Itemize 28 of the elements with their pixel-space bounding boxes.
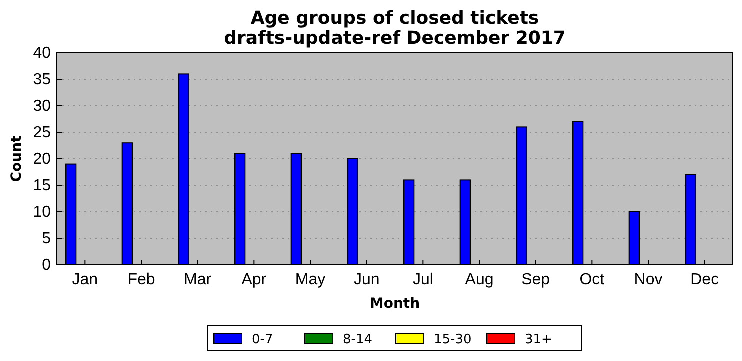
x-tick-label: Jan — [72, 271, 98, 288]
x-tick-label: Apr — [242, 271, 268, 288]
y-tick-label: 5 — [42, 230, 52, 248]
y-tick-label: 15 — [33, 178, 52, 195]
x-axis-title: Month — [370, 296, 420, 312]
x-tick-label: Sep — [522, 271, 550, 288]
legend-label: 0-7 — [252, 332, 274, 348]
y-tick-label: 10 — [33, 204, 52, 222]
x-tick-label: Nov — [634, 271, 663, 288]
legend-label: 8-14 — [343, 332, 373, 348]
legend-label: 15-30 — [434, 332, 472, 348]
legend-label: 31+ — [525, 332, 552, 348]
y-tick-label: 35 — [33, 72, 52, 89]
y-tick-label: 25 — [33, 124, 52, 142]
y-tick-label: 30 — [33, 98, 52, 116]
y-tick-label: 40 — [33, 45, 52, 62]
x-tick-label: Jun — [354, 271, 380, 288]
y-axis-title: Count — [9, 135, 25, 182]
y-tick-label: 0 — [42, 257, 52, 274]
x-tick-label: Jul — [412, 271, 434, 288]
x-tick-label: Feb — [128, 271, 156, 288]
x-tick-label: Oct — [580, 271, 606, 288]
x-tick-label: Aug — [465, 271, 494, 288]
x-tick-label: May — [295, 271, 326, 288]
chart-title: Age groups of closed tickets drafts-update-ref December 2017 — [224, 8, 566, 49]
x-tick-label: Dec — [690, 271, 720, 288]
x-tick-label: Mar — [184, 271, 212, 288]
y-tick-label: 20 — [33, 151, 52, 168]
